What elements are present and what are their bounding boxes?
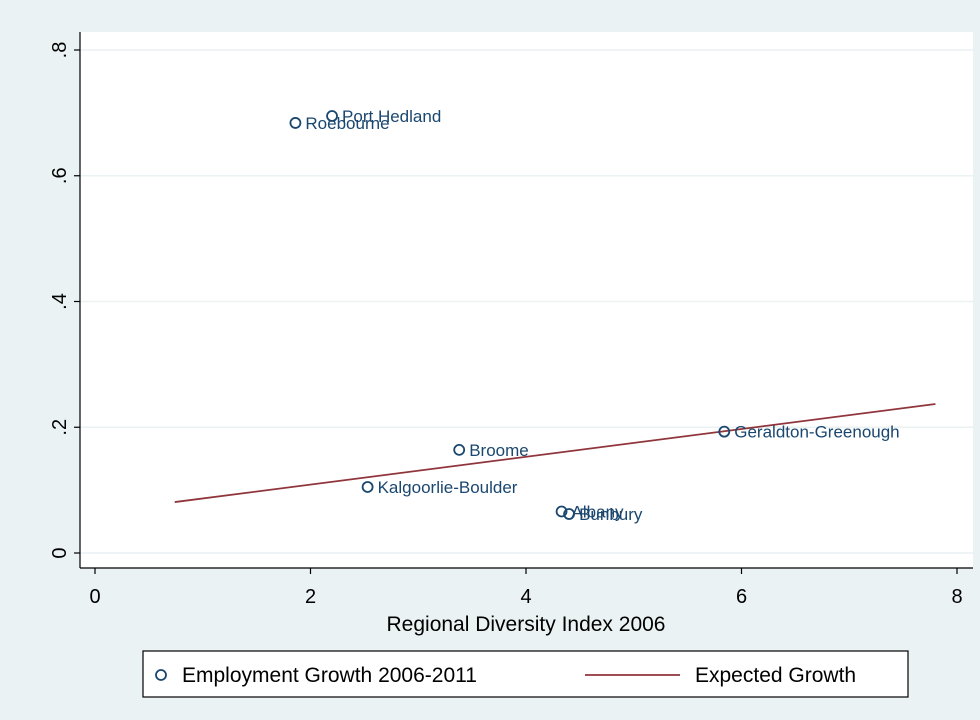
legend-marker-employment-growth bbox=[155, 669, 167, 681]
x-tick-label: 6 bbox=[736, 586, 747, 608]
x-tick-label: 4 bbox=[520, 586, 531, 608]
expected-growth-line-group bbox=[174, 403, 936, 503]
legend-label-employment-growth: Employment Growth 2006-2011 bbox=[182, 664, 477, 687]
data-point bbox=[453, 443, 466, 456]
data-point bbox=[718, 425, 731, 438]
data-point-label: Broome bbox=[469, 441, 529, 460]
data-point-label: Roebourne bbox=[305, 114, 389, 133]
data-point-label: Bunbury bbox=[579, 505, 643, 524]
expected-growth-line bbox=[174, 403, 936, 503]
gridlines bbox=[80, 49, 973, 554]
y-tick-label: 0 bbox=[49, 547, 71, 558]
y-tick-label: .6 bbox=[49, 167, 71, 184]
y-tick-label: .2 bbox=[49, 419, 71, 436]
data-point-label: Albany bbox=[572, 503, 624, 522]
data-point-label: Geraldton-Greenough bbox=[734, 423, 899, 442]
x-axis-ticks: 0 2 4 6 8 bbox=[89, 568, 963, 608]
x-tick-label: 2 bbox=[305, 586, 316, 608]
legend-label-expected-growth: Expected Growth bbox=[695, 664, 856, 687]
x-axis-title: Regional Diversity Index 2006 bbox=[387, 613, 666, 636]
x-tick-label: 8 bbox=[951, 586, 962, 608]
data-point bbox=[289, 117, 302, 129]
data-point-label: Kalgoorlie-Boulder bbox=[378, 478, 518, 497]
data-point bbox=[326, 110, 338, 122]
data-point bbox=[361, 481, 374, 493]
y-axis-ticks: 0 .2 .4 .6 .8 bbox=[49, 42, 80, 559]
x-tick-label: 0 bbox=[89, 586, 100, 608]
y-tick-label: .8 bbox=[49, 42, 71, 59]
y-tick-label: .4 bbox=[49, 293, 71, 310]
data-point bbox=[555, 505, 568, 518]
plot-area bbox=[80, 32, 973, 568]
legend bbox=[142, 650, 909, 698]
data-point bbox=[563, 508, 575, 520]
data-point-label: Port Hedland bbox=[342, 107, 441, 126]
